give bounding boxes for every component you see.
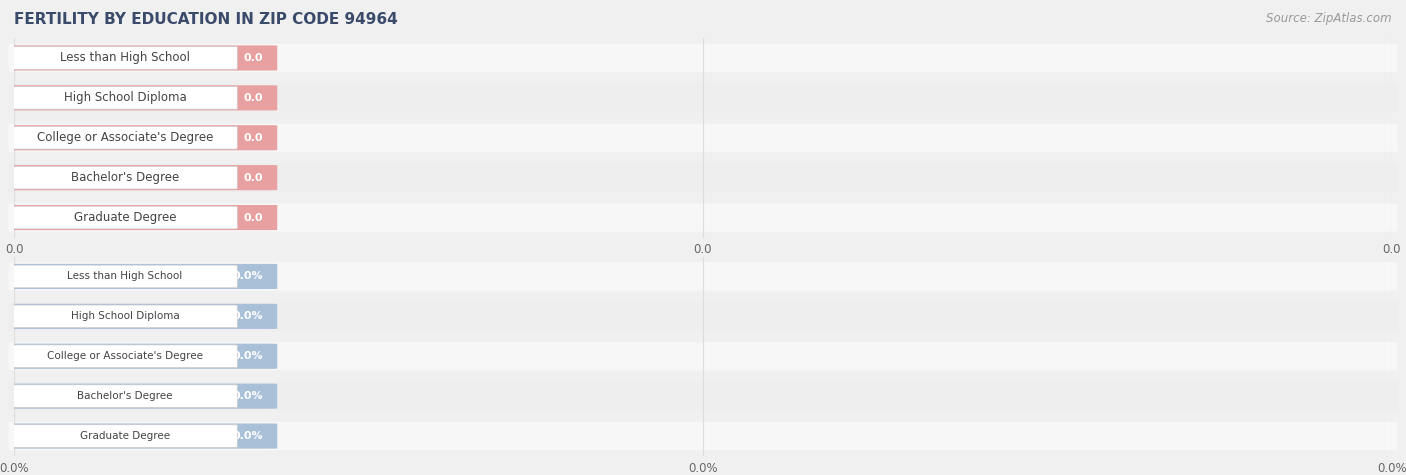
Text: 0.0%: 0.0% [233, 391, 263, 401]
FancyBboxPatch shape [13, 345, 238, 368]
FancyBboxPatch shape [8, 124, 1398, 152]
FancyBboxPatch shape [13, 126, 238, 149]
Text: College or Associate's Degree: College or Associate's Degree [37, 131, 214, 144]
Text: Less than High School: Less than High School [60, 51, 190, 65]
Text: Source: ZipAtlas.com: Source: ZipAtlas.com [1267, 12, 1392, 25]
FancyBboxPatch shape [8, 422, 1398, 450]
Text: 0.0%: 0.0% [233, 271, 263, 282]
Text: 0.0: 0.0 [245, 212, 263, 223]
FancyBboxPatch shape [8, 424, 277, 448]
Text: Graduate Degree: Graduate Degree [80, 431, 170, 441]
FancyBboxPatch shape [8, 302, 1398, 331]
Text: 0.0: 0.0 [245, 133, 263, 143]
Text: 0.0%: 0.0% [233, 311, 263, 322]
FancyBboxPatch shape [8, 165, 277, 190]
FancyBboxPatch shape [13, 206, 238, 229]
Text: 0.0: 0.0 [245, 93, 263, 103]
FancyBboxPatch shape [13, 265, 238, 288]
FancyBboxPatch shape [8, 304, 277, 329]
FancyBboxPatch shape [8, 262, 1398, 291]
FancyBboxPatch shape [13, 385, 238, 408]
Text: 0.0%: 0.0% [233, 431, 263, 441]
FancyBboxPatch shape [8, 46, 277, 70]
Text: Less than High School: Less than High School [67, 271, 183, 282]
Text: High School Diploma: High School Diploma [63, 91, 187, 104]
FancyBboxPatch shape [8, 125, 277, 150]
FancyBboxPatch shape [8, 342, 1398, 370]
FancyBboxPatch shape [8, 203, 1398, 232]
Text: 0.0: 0.0 [245, 172, 263, 183]
Text: Graduate Degree: Graduate Degree [73, 211, 176, 224]
FancyBboxPatch shape [13, 86, 238, 109]
Text: Bachelor's Degree: Bachelor's Degree [70, 171, 179, 184]
FancyBboxPatch shape [8, 44, 1398, 72]
FancyBboxPatch shape [8, 384, 277, 408]
FancyBboxPatch shape [13, 305, 238, 328]
FancyBboxPatch shape [8, 205, 277, 230]
Text: High School Diploma: High School Diploma [70, 311, 180, 322]
Text: College or Associate's Degree: College or Associate's Degree [46, 351, 202, 361]
Text: Bachelor's Degree: Bachelor's Degree [77, 391, 173, 401]
Text: 0.0%: 0.0% [233, 351, 263, 361]
FancyBboxPatch shape [8, 86, 277, 110]
FancyBboxPatch shape [8, 264, 277, 289]
Text: FERTILITY BY EDUCATION IN ZIP CODE 94964: FERTILITY BY EDUCATION IN ZIP CODE 94964 [14, 12, 398, 27]
FancyBboxPatch shape [8, 84, 1398, 112]
FancyBboxPatch shape [8, 382, 1398, 410]
FancyBboxPatch shape [8, 163, 1398, 192]
FancyBboxPatch shape [8, 344, 277, 369]
FancyBboxPatch shape [13, 47, 238, 69]
FancyBboxPatch shape [13, 425, 238, 447]
FancyBboxPatch shape [13, 166, 238, 189]
Text: 0.0: 0.0 [245, 53, 263, 63]
